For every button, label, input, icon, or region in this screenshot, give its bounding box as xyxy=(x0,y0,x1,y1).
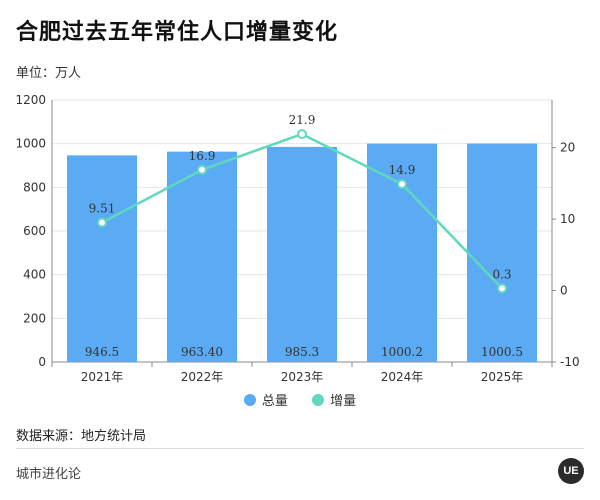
increment-point-2 xyxy=(297,129,307,140)
legend: 总量 增量 xyxy=(0,390,600,410)
increment-point-4 xyxy=(497,283,507,294)
left-tick-label-2: 400 xyxy=(23,268,46,282)
x-tick-label-4: 2025年 xyxy=(481,370,524,384)
left-tick-label-4: 800 xyxy=(23,180,46,194)
bar-label-4: 1000.5 xyxy=(481,345,523,359)
right-tick-label-1: 0 xyxy=(560,284,568,298)
left-tick-label-1: 200 xyxy=(23,311,46,325)
x-tick-label-1: 2022年 xyxy=(181,370,224,384)
chart-title: 合肥过去五年常住人口增量变化 xyxy=(16,20,339,45)
increment-point-3 xyxy=(397,179,407,190)
x-tick-label-0: 2021年 xyxy=(81,370,124,384)
bar-4 xyxy=(467,143,537,362)
right-tick-label-3: 20 xyxy=(560,141,575,155)
unit-label: 单位：万人 xyxy=(16,66,82,81)
bar-2 xyxy=(267,146,337,362)
left-tick-label-6: 1200 xyxy=(15,93,46,107)
increment-label-3: 14.9 xyxy=(389,163,416,177)
x-tick-label-2: 2023年 xyxy=(281,370,324,384)
increment-point-1 xyxy=(197,164,207,175)
legend-label-increment: 增量 xyxy=(330,394,357,409)
increment-label-1: 16.9 xyxy=(189,149,216,163)
increment-label-4: 0.3 xyxy=(492,267,511,281)
bar-label-2: 985.3 xyxy=(285,345,319,359)
bar-label-3: 1000.2 xyxy=(381,345,423,359)
x-tick-label-3: 2024年 xyxy=(381,370,424,384)
increment-point-0 xyxy=(97,217,107,228)
brand-name: 城市进化论 xyxy=(16,467,82,482)
legend-swatch-total xyxy=(243,393,256,406)
bar-label-1: 963.40 xyxy=(181,345,223,359)
footer-divider xyxy=(16,448,584,449)
bar-label-0: 946.5 xyxy=(85,345,119,359)
brand-logo: UE xyxy=(558,458,584,484)
right-tick-label-0: -10 xyxy=(560,355,580,369)
increment-label-2: 21.9 xyxy=(289,113,316,127)
left-tick-label-5: 1000 xyxy=(15,137,46,151)
bar-1 xyxy=(167,151,237,362)
increment-label-0: 9.51 xyxy=(89,202,116,216)
source-note: 数据来源：地方统计局 xyxy=(16,429,147,444)
left-tick-label-0: 0 xyxy=(38,355,46,369)
legend-swatch-increment xyxy=(312,393,325,406)
legend-item-increment[interactable]: 增量 xyxy=(312,390,356,409)
left-tick-label-3: 600 xyxy=(23,224,46,238)
legend-item-total[interactable]: 总量 xyxy=(243,390,288,409)
legend-label-total: 总量 xyxy=(261,394,288,409)
right-tick-label-2: 10 xyxy=(560,212,575,226)
bar-0 xyxy=(67,155,137,362)
